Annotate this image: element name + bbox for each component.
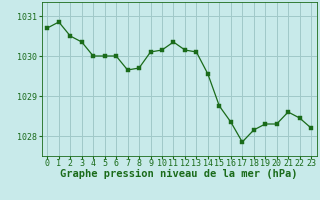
X-axis label: Graphe pression niveau de la mer (hPa): Graphe pression niveau de la mer (hPa) [60,169,298,179]
